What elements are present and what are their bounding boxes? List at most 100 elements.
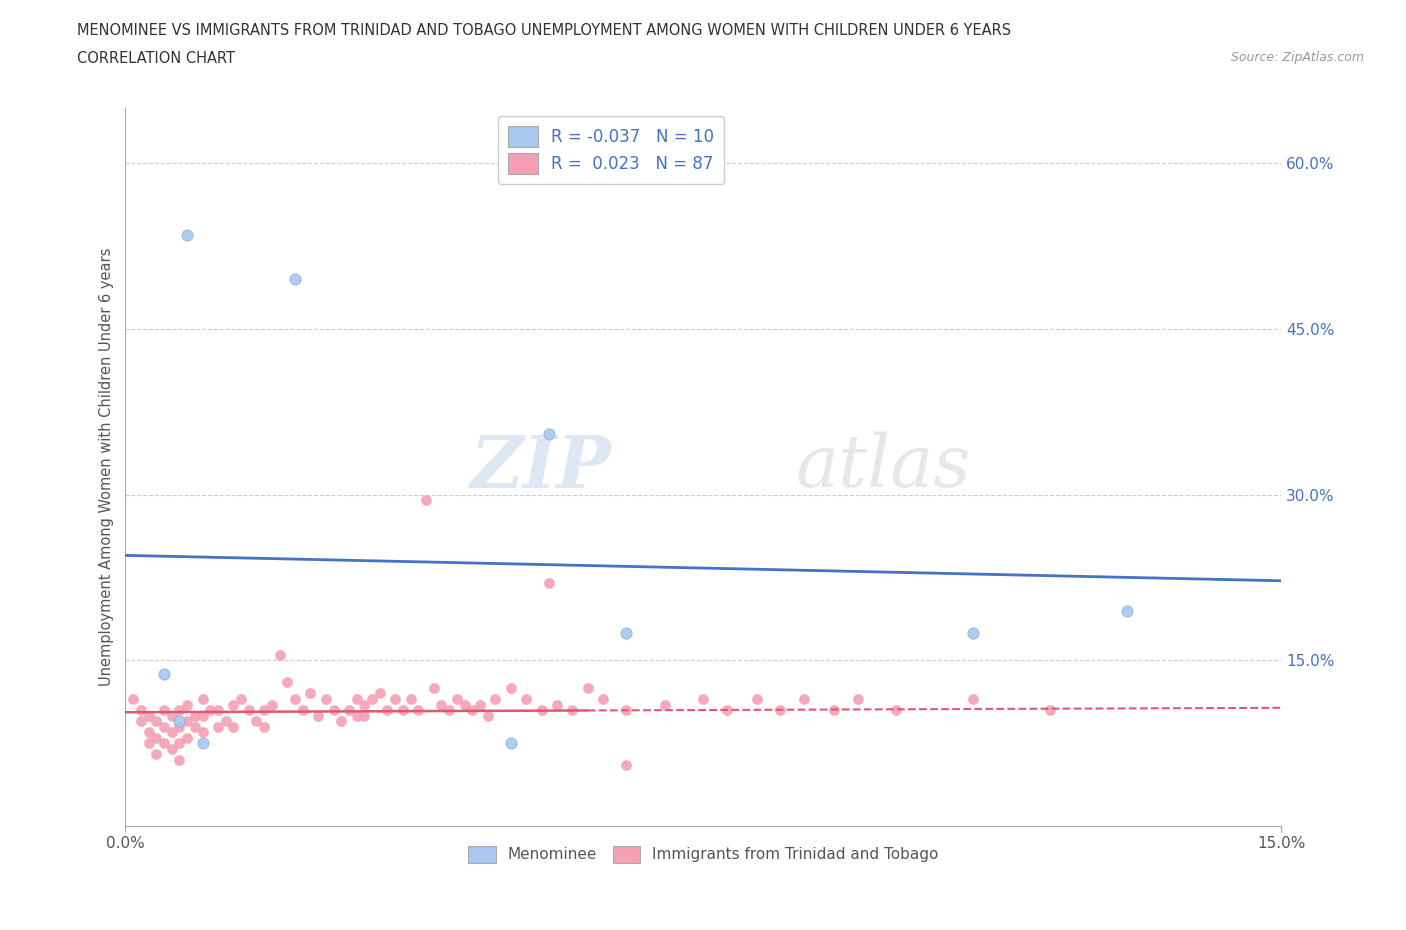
Point — [415, 493, 437, 508]
Point — [207, 702, 229, 717]
Text: CORRELATION CHART: CORRELATION CHART — [77, 51, 235, 66]
Point — [561, 702, 583, 717]
Point — [330, 713, 353, 728]
Point — [1116, 604, 1139, 618]
Point — [145, 730, 167, 745]
Text: MENOMINEE VS IMMIGRANTS FROM TRINIDAD AND TOBAGO UNEMPLOYMENT AMONG WOMEN WITH C: MENOMINEE VS IMMIGRANTS FROM TRINIDAD AN… — [77, 23, 1011, 38]
Point — [253, 702, 276, 717]
Point — [499, 681, 522, 696]
Point — [176, 228, 198, 243]
Point — [477, 708, 499, 723]
Point — [229, 692, 252, 707]
Point — [399, 692, 422, 707]
Point — [299, 686, 322, 701]
Point — [184, 708, 207, 723]
Point — [169, 702, 191, 717]
Point — [176, 730, 198, 745]
Point — [437, 702, 460, 717]
Point — [337, 702, 360, 717]
Point — [153, 719, 176, 734]
Point — [153, 736, 176, 751]
Point — [245, 713, 267, 728]
Point — [153, 666, 176, 681]
Point — [430, 698, 453, 712]
Point — [160, 724, 183, 739]
Point — [284, 272, 307, 286]
Point — [122, 692, 145, 707]
Point — [616, 758, 638, 773]
Text: Source: ZipAtlas.com: Source: ZipAtlas.com — [1230, 51, 1364, 64]
Point — [176, 713, 198, 728]
Point — [499, 736, 522, 751]
Point — [392, 702, 415, 717]
Point — [823, 702, 845, 717]
Point — [291, 702, 314, 717]
Point — [576, 681, 599, 696]
Point — [515, 692, 537, 707]
Point — [747, 692, 769, 707]
Point — [169, 752, 191, 767]
Text: ZIP: ZIP — [470, 432, 612, 502]
Point — [353, 708, 375, 723]
Point — [138, 736, 160, 751]
Point — [222, 719, 245, 734]
Point — [214, 713, 236, 728]
Point — [260, 698, 283, 712]
Point — [692, 692, 714, 707]
Point — [322, 702, 344, 717]
Point — [191, 736, 214, 751]
Point — [884, 702, 907, 717]
Point — [191, 708, 214, 723]
Point — [408, 702, 430, 717]
Point — [238, 702, 260, 717]
Y-axis label: Unemployment Among Women with Children Under 6 years: Unemployment Among Women with Children U… — [100, 247, 114, 686]
Point — [253, 719, 276, 734]
Point — [538, 427, 561, 442]
Point — [169, 719, 191, 734]
Point — [169, 713, 191, 728]
Point — [129, 713, 152, 728]
Point — [384, 692, 406, 707]
Point — [169, 736, 191, 751]
Point — [468, 698, 491, 712]
Text: atlas: atlas — [796, 432, 972, 502]
Point — [377, 702, 399, 717]
Point — [346, 708, 368, 723]
Point — [207, 719, 229, 734]
Point — [138, 708, 160, 723]
Point — [145, 713, 167, 728]
Point — [769, 702, 792, 717]
Point — [962, 625, 984, 640]
Point — [307, 708, 329, 723]
Point — [184, 719, 207, 734]
Point — [269, 647, 291, 662]
Point — [368, 686, 391, 701]
Point — [616, 702, 638, 717]
Point — [160, 708, 183, 723]
Point — [530, 702, 553, 717]
Point — [361, 692, 384, 707]
Point — [546, 698, 568, 712]
Point — [346, 692, 368, 707]
Legend: Menominee, Immigrants from Trinidad and Tobago: Menominee, Immigrants from Trinidad and … — [463, 840, 945, 869]
Point — [716, 702, 738, 717]
Point — [453, 698, 475, 712]
Point — [962, 692, 984, 707]
Point — [793, 692, 815, 707]
Point — [422, 681, 444, 696]
Point — [222, 698, 245, 712]
Point — [846, 692, 869, 707]
Point — [191, 692, 214, 707]
Point — [145, 747, 167, 762]
Point — [315, 692, 337, 707]
Point — [353, 698, 375, 712]
Point — [654, 698, 676, 712]
Point — [200, 702, 222, 717]
Point — [129, 702, 152, 717]
Point — [484, 692, 506, 707]
Point — [284, 692, 307, 707]
Point — [538, 576, 561, 591]
Point — [153, 702, 176, 717]
Point — [138, 724, 160, 739]
Point — [160, 741, 183, 756]
